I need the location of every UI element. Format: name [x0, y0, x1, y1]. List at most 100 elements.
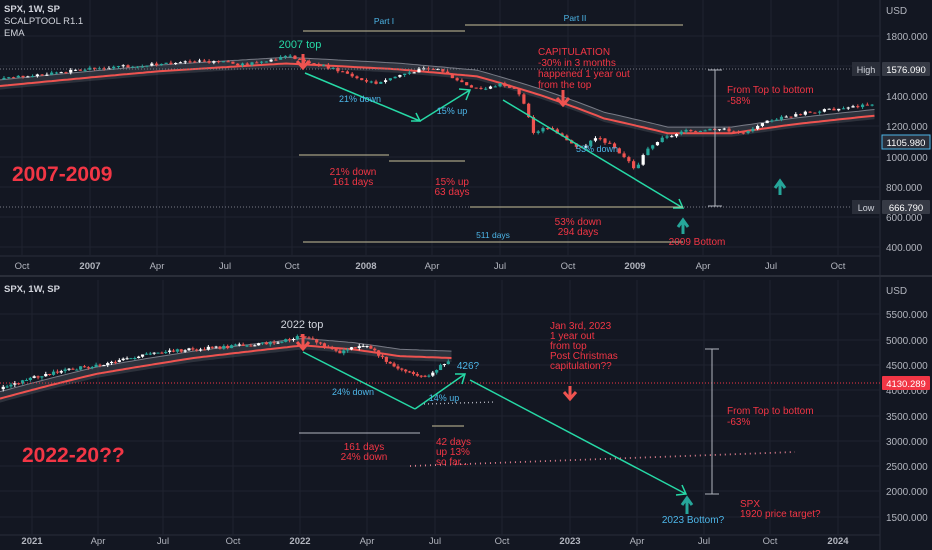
candle-body — [536, 131, 540, 133]
candle-body — [846, 107, 850, 109]
candle-body — [760, 123, 765, 126]
candle-body — [160, 352, 164, 354]
range-note-21: 161 days — [333, 177, 374, 188]
chart-header: SPX, 1W, SP — [4, 4, 61, 15]
candle-body — [727, 128, 731, 132]
trend-label-24: 24% down — [332, 387, 374, 397]
candle-body — [346, 349, 350, 351]
candle-body — [2, 77, 6, 80]
candle-body — [813, 112, 817, 114]
candle-body — [269, 59, 273, 62]
candle-body — [574, 143, 578, 147]
candle-body — [93, 67, 97, 69]
candle-body — [164, 62, 168, 64]
candle-body — [431, 372, 435, 376]
price-value-box — [882, 62, 930, 76]
candle-body — [417, 68, 421, 73]
jan-note: Post Christmas — [550, 351, 618, 362]
candle-body — [851, 106, 855, 108]
candle-body — [86, 367, 90, 369]
candle-body — [832, 108, 836, 111]
x-tick-label: Jul — [429, 536, 441, 547]
candle-body — [121, 358, 125, 361]
trend-label-14: 14% up — [429, 393, 460, 403]
candle-body — [670, 136, 674, 138]
candle-body — [400, 368, 404, 370]
candle-body — [28, 377, 32, 381]
candle-body — [140, 354, 145, 357]
candle-body — [257, 343, 261, 346]
candle-body — [598, 138, 602, 140]
candle-body — [54, 72, 59, 74]
candle-body — [636, 164, 640, 169]
candle-body — [279, 56, 283, 60]
price-level-box: Low 666.790 — [0, 200, 930, 214]
candle-body — [75, 369, 79, 371]
range-note-13: up 13% — [436, 447, 470, 458]
candle-body — [198, 349, 203, 351]
trendline-down-24 — [302, 351, 416, 410]
red-down-arrow — [295, 54, 311, 71]
candle-body — [321, 64, 326, 66]
candle-body — [193, 61, 197, 63]
trendline-down-21 — [304, 72, 421, 122]
candle-body — [240, 63, 245, 66]
candle-body — [131, 66, 135, 68]
candle-body — [837, 108, 841, 111]
candle-body — [326, 346, 330, 349]
candle-body — [608, 142, 612, 144]
series-panel-2 — [0, 334, 452, 403]
candle-body — [360, 78, 364, 81]
candle-body — [126, 65, 130, 68]
candle-body — [255, 62, 259, 64]
candle-body — [364, 80, 369, 82]
candle-body — [841, 108, 846, 110]
candle-body — [415, 373, 419, 376]
part1-label: Part I — [374, 16, 394, 26]
candle-body — [207, 61, 211, 63]
candle-body — [11, 77, 16, 79]
top-bottom-note: From Top to bottom — [727, 406, 814, 417]
price-value-box — [882, 135, 930, 149]
candle-body — [393, 76, 397, 79]
candle-body — [512, 87, 516, 89]
price-value-text: 1576.090 — [886, 65, 926, 76]
candle-body — [708, 128, 712, 131]
candle-body — [312, 63, 316, 65]
candle-body — [16, 75, 20, 78]
candle-body — [1, 386, 5, 390]
candle-body — [455, 78, 459, 81]
candle-body — [736, 131, 741, 133]
capitulation-note: -30% in 3 months — [538, 58, 616, 69]
candle-body — [732, 131, 736, 133]
x-tick-label: Apr — [360, 536, 375, 547]
candle-body — [217, 61, 221, 63]
candle-body — [446, 361, 450, 365]
red-down-arrow — [555, 90, 571, 108]
candle-body — [818, 111, 822, 113]
x-tick-label: Jul — [494, 261, 506, 272]
candle-body — [503, 83, 507, 87]
candle-body — [584, 145, 588, 148]
price-label-tag — [852, 62, 880, 76]
price-level-box: High 1576.090 — [0, 62, 930, 76]
candle-body — [722, 128, 726, 130]
top-label: 2007 top — [279, 39, 322, 51]
candle-body — [5, 386, 9, 388]
candle-body — [135, 66, 140, 68]
candle-body — [379, 81, 383, 84]
candle-body — [264, 61, 268, 63]
candle-body — [679, 131, 683, 134]
candle-body — [249, 345, 253, 347]
x-tick-label: Apr — [696, 261, 711, 272]
candle-body — [113, 361, 118, 363]
chart-header: SCALPTOOL R1.1 — [4, 16, 83, 27]
candle-body — [369, 81, 373, 83]
price-label-text: Low — [858, 203, 875, 213]
projection-arrowhead — [675, 484, 688, 496]
candle-body — [229, 345, 234, 349]
bottom-label: 2023 Bottom? — [662, 515, 725, 526]
top-label: 2022 top — [281, 319, 324, 331]
candle-body — [171, 350, 176, 352]
candle-body — [175, 349, 179, 352]
